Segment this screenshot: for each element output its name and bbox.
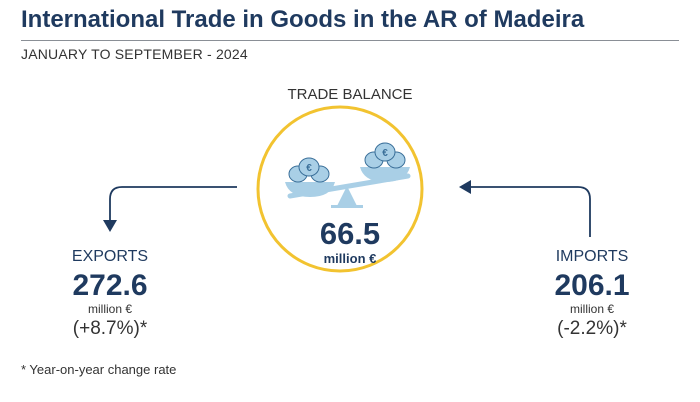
exports-change-rate: (+8.7%)* xyxy=(72,318,148,339)
imports-arrow-head xyxy=(459,180,471,194)
footnote: * Year-on-year change rate xyxy=(21,362,177,377)
money-bag-icon: € xyxy=(288,157,330,183)
exports-label: EXPORTS xyxy=(71,248,149,265)
scale-fulcrum xyxy=(337,186,357,206)
imports-unit: million € xyxy=(569,302,614,316)
imports-label: IMPORTS xyxy=(555,248,629,265)
money-bag-icon: € xyxy=(364,142,406,169)
page-title: International Trade in Goods in the AR o… xyxy=(21,6,585,33)
trade-balance-label: TRADE BALANCE xyxy=(287,86,413,103)
exports-arrow-head xyxy=(103,220,117,232)
period-subtitle: JANUARY TO SEPTEMBER - 2024 xyxy=(21,46,248,62)
exports-unit: million € xyxy=(87,302,132,316)
scale-pan-right xyxy=(360,167,410,182)
exports-arrow xyxy=(109,186,237,222)
trade-balance-unit: million € xyxy=(323,251,377,266)
svg-text:€: € xyxy=(306,163,312,174)
svg-text:€: € xyxy=(382,148,388,159)
imports-value: 206.1 xyxy=(554,269,630,302)
balance-scale-icon xyxy=(285,167,411,208)
scale-pan-left xyxy=(285,182,335,197)
imports-arrow xyxy=(470,186,591,237)
imports-change-rate: (-2.2%)* xyxy=(557,318,627,339)
title-divider xyxy=(21,40,679,41)
trade-balance-value: 66.5 xyxy=(319,216,381,251)
scale-base xyxy=(331,205,363,208)
exports-value: 272.6 xyxy=(72,269,148,302)
